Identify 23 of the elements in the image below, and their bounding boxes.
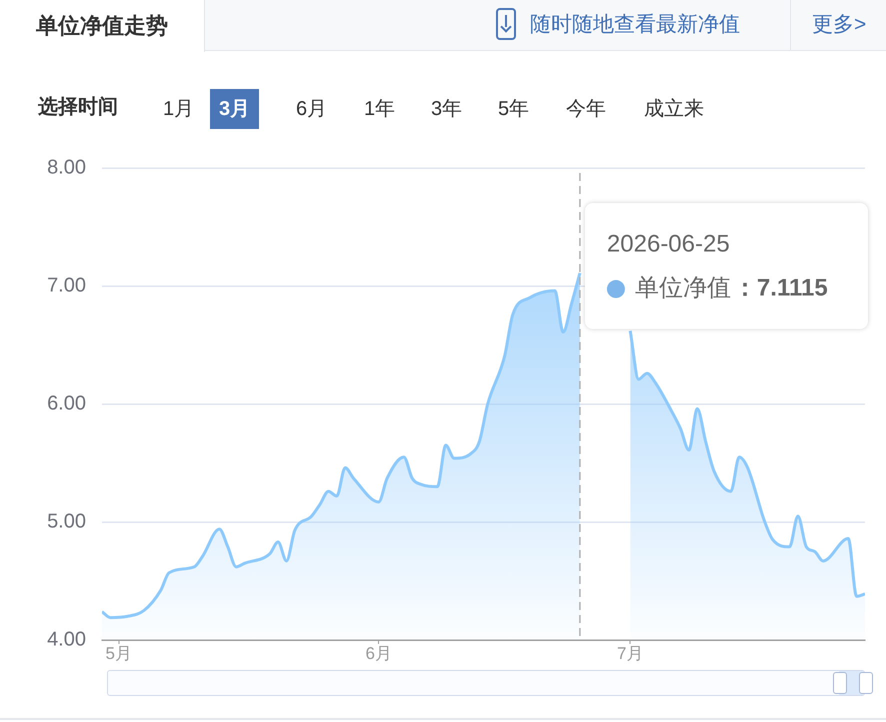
annotation: ：7.1115	[732, 274, 828, 302]
y-tick-label: 8.00	[47, 156, 86, 179]
text: 6月	[295, 97, 328, 122]
legend-label: 单位净值	[634, 274, 731, 302]
x-tick-label: 6月	[365, 644, 392, 663]
text: 随时随地查看最新净值	[530, 12, 740, 38]
annotation: 2026-06-25	[606, 230, 730, 258]
x-tick-label: 7月	[616, 644, 644, 663]
text: 今年	[565, 97, 607, 122]
text: 3月	[210, 89, 260, 129]
text: 选择时间	[38, 95, 118, 120]
y-tick-label: 6.00	[47, 392, 86, 415]
text: 3年	[430, 97, 464, 122]
text: 5年	[497, 97, 530, 122]
y-tick-label: 7.00	[47, 274, 86, 297]
text: 1年	[363, 97, 396, 122]
text: 成立来	[643, 97, 705, 122]
y-tick-label: 5.00	[47, 510, 86, 533]
text: 1月	[162, 97, 196, 122]
chart-title: 单位净值走势	[0, 0, 205, 52]
text: 更多>	[812, 12, 866, 38]
x-tick-label: 5月	[106, 644, 132, 663]
y-tick-label: 4.00	[47, 628, 86, 651]
